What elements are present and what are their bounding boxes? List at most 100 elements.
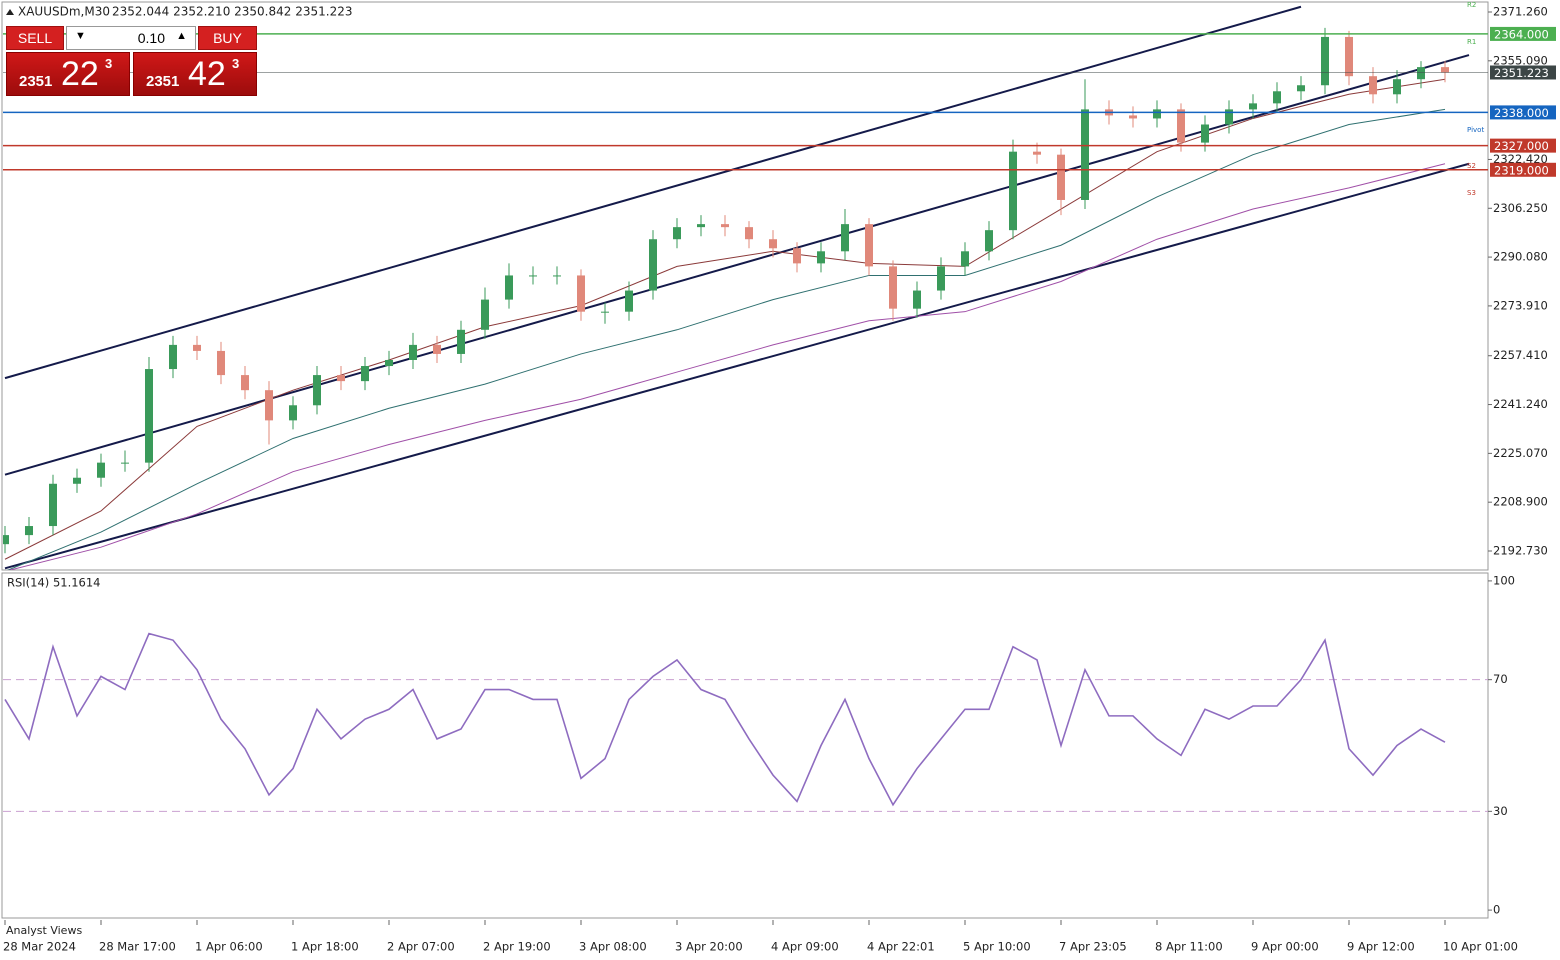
candle-body xyxy=(817,251,825,264)
rsi-title: RSI(14) 51.1614 xyxy=(7,576,101,590)
candle-body xyxy=(1345,36,1353,77)
candle-body xyxy=(433,344,441,354)
volume-field[interactable]: ▼ 0.10 ▲ xyxy=(66,26,196,50)
x-tick-label: 2 Apr 19:00 xyxy=(483,940,551,954)
y-tick-label: 2273.910 xyxy=(1493,298,1548,312)
x-tick-label: 28 Mar 17:00 xyxy=(99,940,176,954)
candle-body xyxy=(241,375,249,391)
channel-line xyxy=(4,162,1470,570)
candle-body xyxy=(313,375,321,406)
ask-big: 2351 xyxy=(146,73,180,90)
candle-body xyxy=(3,535,9,545)
volume: 0.10 xyxy=(137,30,165,46)
x-tick-label: 2 Apr 07:00 xyxy=(387,940,455,954)
candle-body xyxy=(505,275,513,300)
y-tick-label: 2225.070 xyxy=(1493,446,1548,460)
x-tick-label: 1 Apr 18:00 xyxy=(291,940,359,954)
candle-body xyxy=(1081,109,1089,200)
symbol-icon xyxy=(6,9,14,15)
candle-body xyxy=(73,477,81,484)
x-tick-label: 3 Apr 08:00 xyxy=(579,940,647,954)
down-arrow[interactable]: ▼ xyxy=(75,30,86,42)
bid-small: 3 xyxy=(105,56,113,71)
candle-body xyxy=(289,405,297,421)
moving-average xyxy=(8,163,1446,570)
candle-body xyxy=(385,359,393,367)
analyst-views: Analyst Views xyxy=(6,924,82,937)
rsi-plot xyxy=(3,632,1488,812)
candle-body xyxy=(841,224,849,252)
bid-quote[interactable]: 2351 22 3 xyxy=(6,52,130,96)
x-tick-label: 1 Apr 06:00 xyxy=(195,940,263,954)
rsi-panel xyxy=(1,572,1489,919)
candle-body xyxy=(865,224,873,267)
candle-body xyxy=(577,275,585,312)
candle-body xyxy=(97,462,105,478)
level-label-bg xyxy=(1490,138,1556,153)
y-tick-label: 0 xyxy=(1493,903,1500,917)
candle-body xyxy=(1417,67,1425,80)
y-tick-label: 100 xyxy=(1493,573,1515,587)
candle-body xyxy=(721,224,729,228)
y-tick-label: 2355.090 xyxy=(1493,53,1548,67)
y-tick-label: 70 xyxy=(1493,672,1508,686)
y-tick-label: 2322.420 xyxy=(1493,152,1548,166)
y-tick-label: 2290.080 xyxy=(1493,250,1548,264)
level-label-bg xyxy=(1490,26,1556,41)
candle-body xyxy=(1249,103,1257,110)
y-tick-label: 30 xyxy=(1493,804,1508,818)
x-tick-label: 28 Mar 2024 xyxy=(3,940,76,954)
x-tick-label: 4 Apr 22:01 xyxy=(867,940,935,954)
pivot-label: S2 xyxy=(1467,162,1476,170)
candle-body xyxy=(49,483,57,527)
candle-body xyxy=(673,227,681,240)
candle-body xyxy=(1009,151,1017,231)
candle-body xyxy=(529,275,537,277)
candle-body xyxy=(985,230,993,252)
bid-main: 22 xyxy=(61,55,99,93)
candle-body xyxy=(649,239,657,291)
level-label-bg xyxy=(1490,65,1556,80)
main-plot xyxy=(3,5,1488,570)
candle-body xyxy=(337,375,345,382)
channel-line xyxy=(4,54,1470,476)
level-label-bg xyxy=(1490,162,1556,177)
ask-quote[interactable]: 2351 42 3 xyxy=(133,52,257,96)
candle-body xyxy=(1393,79,1401,95)
candle-body xyxy=(889,266,897,309)
channel-line xyxy=(4,5,1302,380)
candle-body xyxy=(457,329,465,354)
x-tick-label: 9 Apr 00:00 xyxy=(1251,940,1319,954)
candle-body xyxy=(265,390,273,421)
candle-body xyxy=(145,369,153,463)
level-label: 2319.000 xyxy=(1494,163,1549,177)
candle-body xyxy=(961,251,969,267)
candle-body xyxy=(553,275,561,277)
up-arrow[interactable]: ▲ xyxy=(176,30,187,42)
level-label-bg xyxy=(1490,105,1556,120)
candle-body xyxy=(1033,151,1041,155)
symbol: XAUUSDm,M30 xyxy=(18,5,110,19)
level-label: 2364.000 xyxy=(1494,27,1549,41)
main-panel xyxy=(1,1,1489,571)
buy-button[interactable]: BUY xyxy=(198,26,257,50)
quote: 2352.044 2352.210 2350.842 2351.223 xyxy=(112,5,352,19)
ask-main: 42 xyxy=(188,55,226,93)
x-tick-label: 8 Apr 11:00 xyxy=(1155,940,1223,954)
candle-body xyxy=(169,344,177,370)
pivot-label: R2 xyxy=(1467,1,1476,9)
candle-body xyxy=(1297,85,1305,92)
candle-body xyxy=(217,350,225,376)
x-tick-label: 3 Apr 20:00 xyxy=(675,940,743,954)
rsi-line xyxy=(4,632,1446,807)
candle-body xyxy=(1441,67,1449,73)
moving-average xyxy=(6,108,1446,570)
candle-body xyxy=(1057,154,1065,200)
candle-body xyxy=(193,344,201,351)
ask-small: 3 xyxy=(232,56,240,71)
candle-body xyxy=(361,366,369,382)
candle-body xyxy=(1153,109,1161,119)
sell-button[interactable]: SELL xyxy=(6,26,64,50)
level-label: 2338.000 xyxy=(1494,106,1549,120)
